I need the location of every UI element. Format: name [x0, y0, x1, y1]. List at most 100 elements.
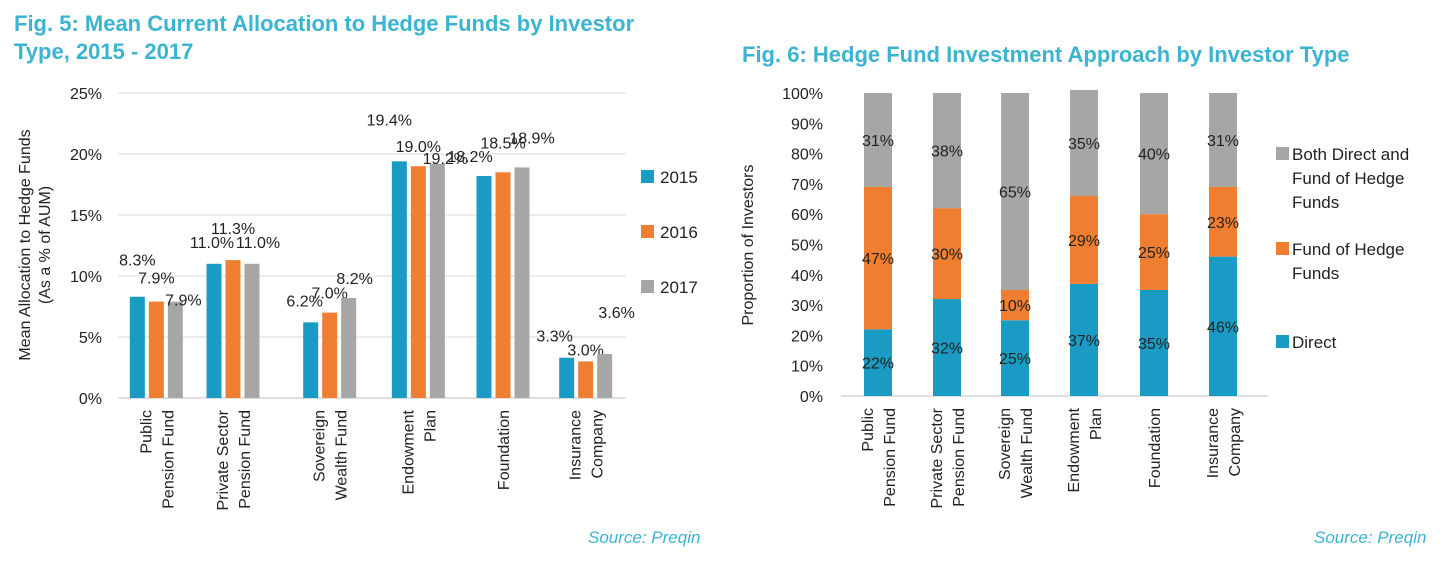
fig6-data-label-3: 65% — [999, 184, 1031, 201]
fig6-chart: 0% 10% 20% 30% 40% 50% 60% 70% 80% 90% 100% Proport… — [740, 86, 1409, 508]
fig6-category-label-6-line-1: Insurance — [1205, 408, 1222, 478]
fig6-data-label-2: 23% — [1207, 215, 1239, 232]
fig5-category-label-6-line-1: Insurance — [568, 410, 585, 480]
fig5-bar-2015 — [206, 263, 222, 398]
fig6-data-label-1: 25% — [999, 351, 1031, 368]
fig6-ytick-label: 20% — [791, 328, 823, 345]
fig5-data-label-2016: 18.5% — [480, 135, 525, 152]
fig5-bar-2015 — [129, 296, 145, 398]
fig6-category-label-4-line-2: Plan — [1088, 408, 1105, 440]
fig6-data-label-2: 10% — [999, 298, 1031, 315]
fig5-data-label-2015: 3.3% — [536, 329, 572, 346]
fig5-category-label-4-line-1: Endowment — [400, 409, 417, 494]
fig6-data-label-1: 46% — [1207, 319, 1239, 336]
fig5-ytick-label: 20% — [70, 147, 102, 164]
fig5-category-label-6-line-2: Company — [590, 410, 607, 478]
fig6-ytick-label: 40% — [791, 268, 823, 285]
fig6-data-label-1: 32% — [931, 341, 963, 358]
fig5-bar-2017 — [244, 263, 260, 398]
fig6-legend-label-2-line-1: Fund of Hedge — [1292, 240, 1404, 259]
fig5-ytick-label: 25% — [70, 86, 102, 103]
fig6-legend-label-1-line-1: Direct — [1292, 333, 1337, 352]
fig6-legend-label-3-line-2: Fund of Hedge — [1292, 169, 1404, 188]
fig6-data-label-1: 35% — [1138, 336, 1170, 353]
fig6-bar-segment-2 — [1209, 186, 1237, 257]
fig5-bar-2017 — [597, 354, 613, 398]
fig6-ytick-label: 10% — [791, 359, 823, 376]
fig5-bar-2016 — [578, 361, 594, 398]
fig6-data-label-2: 30% — [931, 247, 963, 264]
fig6-data-label-2: 29% — [1068, 233, 1100, 250]
fig6-data-label-3: 31% — [1207, 133, 1239, 150]
fig6-ytick-label: 0% — [800, 389, 823, 406]
fig6-legend-swatch-2 — [1276, 242, 1289, 255]
fig5-bar-2017 — [514, 167, 530, 398]
fig6-category-label-3-line-2: Wealth Fund — [1019, 408, 1036, 498]
fig5-legend-swatch-2016 — [641, 225, 654, 238]
fig6-data-label-1: 37% — [1068, 333, 1100, 350]
fig6-bar-segment-3 — [933, 93, 961, 209]
fig6-bar-segment-3 — [1070, 89, 1098, 197]
fig5-data-label-2015: 8.3% — [119, 253, 155, 270]
fig6-legend-label-2-line-2: Funds — [1292, 264, 1339, 283]
fig5-category-label-5-line-1: Foundation — [496, 410, 513, 490]
fig6-category-label-1-line-1: Public — [860, 408, 877, 452]
fig6-legend-label-3-line-1: Both Direct and — [1292, 145, 1409, 164]
fig6-bar-segment-1 — [1070, 283, 1098, 396]
fig6-legend-swatch-3 — [1276, 147, 1289, 160]
fig6-source: Source: Preqin — [1314, 528, 1427, 547]
fig5-bar-2016 — [410, 166, 426, 398]
fig5-bar-2016 — [495, 172, 511, 398]
fig5-bar-2015 — [303, 322, 319, 398]
fig5-bar-2017 — [429, 163, 445, 398]
fig6-bar-segment-1 — [1001, 320, 1029, 396]
fig6-ytick-label: 70% — [791, 177, 823, 194]
fig6-data-label-2: 47% — [862, 251, 894, 268]
fig5-data-label-2017: 8.2% — [336, 271, 372, 288]
fig6-bar-segment-2 — [933, 208, 961, 300]
fig5-legend-swatch-2015 — [641, 170, 654, 183]
fig6-ytick-label: 50% — [791, 238, 823, 255]
fig6-category-label-2-line-2: Pension Fund — [951, 408, 968, 507]
fig6-bar-segment-1 — [933, 299, 961, 396]
fig5-category-label-3-line-1: Sovereign — [312, 410, 329, 482]
fig5-source: Source: Preqin — [588, 528, 701, 547]
fig6-bar-segment-2 — [864, 186, 892, 330]
fig5-legend-swatch-2017 — [641, 280, 654, 293]
fig6-bar-segment-3 — [1140, 93, 1168, 215]
fig5-bar-2016 — [225, 260, 241, 398]
fig6-data-label-1: 22% — [862, 356, 894, 373]
fig5-chart: 0% 5% 10% 15% 20% 25% Mean Allocation to Hedge… — [17, 86, 698, 510]
fig5-ytick-label: 5% — [79, 330, 102, 347]
fig5-bar-2016 — [148, 301, 164, 398]
fig5-category-label-2-line-1: Private Sector — [215, 409, 232, 510]
fig5-bar-2017 — [167, 301, 183, 398]
fig5-data-label-2015: 18.2% — [447, 149, 492, 166]
fig6-category-label-4-line-1: Endowment — [1066, 407, 1083, 492]
fig6-bar-segment-1 — [1209, 256, 1237, 396]
fig5-data-label-2015: 6.2% — [286, 293, 322, 310]
fig5-data-label-2016: 3.0% — [567, 342, 603, 359]
fig5-bar-2015 — [476, 175, 492, 398]
fig5-data-label-2017: 3.6% — [598, 305, 634, 322]
fig5-data-label-2017: 11.0% — [236, 235, 280, 252]
fig6-category-label-2-line-1: Private Sector — [929, 407, 946, 508]
fig6-legend-label-3-line-3: Funds — [1292, 193, 1339, 212]
fig5-legend-label-2015: 2015 — [660, 168, 698, 187]
fig5-category-label-2-line-2: Pension Fund — [237, 410, 254, 509]
fig6-legend-swatch-1 — [1276, 335, 1289, 348]
fig5-ytick-label: 0% — [79, 391, 102, 408]
fig5-title: Fig. 5: Mean Current Allocation to Hedge… — [14, 11, 635, 64]
fig5-category-label-1-line-1: Public — [138, 410, 155, 454]
fig6-category-label-1-line-2: Pension Fund — [882, 408, 899, 507]
fig6-ylabel: Proportion of Investors — [740, 165, 757, 326]
fig6-bar-segment-3 — [1209, 93, 1237, 187]
fig6-bar-segment-2 — [1001, 289, 1029, 321]
fig6-data-label-2: 25% — [1138, 245, 1170, 262]
fig6-category-label-6-line-2: Company — [1227, 408, 1244, 476]
fig5-data-label-2015: 19.4% — [367, 112, 412, 129]
fig6-bar-segment-3 — [1001, 93, 1029, 290]
fig5-data-label-2016: 7.0% — [311, 286, 347, 303]
fig6-ytick-label: 100% — [782, 86, 823, 103]
